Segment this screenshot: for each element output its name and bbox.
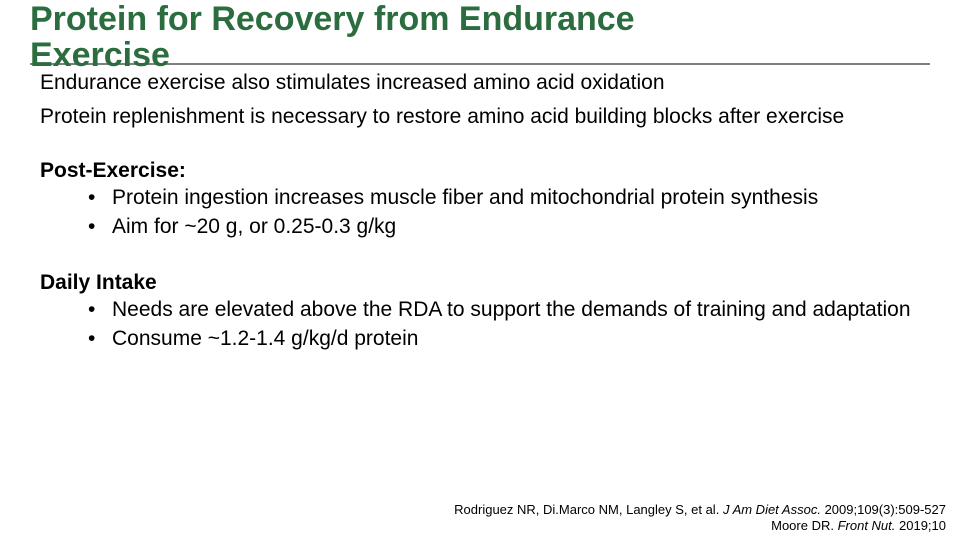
slide-title: Protein for Recovery from Endurance Exer…	[30, 0, 930, 73]
citation-text: 2019;10	[895, 518, 946, 533]
slide-body: Endurance exercise also stimulates incre…	[0, 65, 960, 353]
citation-text: Rodriguez NR, Di.Marco NM, Langley S, et…	[454, 502, 723, 517]
intro-paragraph-1: Endurance exercise also stimulates incre…	[40, 71, 920, 95]
intro-paragraph-2: Protein replenishment is necessary to re…	[40, 105, 920, 129]
section-heading: Post-Exercise:	[40, 159, 920, 183]
list-item: Aim for ~20 g, or 0.25-0.3 g/kg	[112, 214, 920, 241]
list-item: Protein ingestion increases muscle fiber…	[112, 185, 920, 212]
citation-line-1: Rodriguez NR, Di.Marco NM, Langley S, et…	[454, 502, 946, 518]
citation-footer: Rodriguez NR, Di.Marco NM, Langley S, et…	[454, 502, 946, 535]
slide-title-line1: Protein for Recovery from Endurance	[30, 2, 930, 38]
section-post-exercise: Post-Exercise: Protein ingestion increas…	[40, 159, 920, 241]
section-daily-intake: Daily Intake Needs are elevated above th…	[40, 271, 920, 353]
section-heading: Daily Intake	[40, 271, 920, 295]
list-item: Consume ~1.2-1.4 g/kg/d protein	[112, 326, 920, 353]
citation-text: 2009;109(3):509-527	[821, 502, 946, 517]
citation-journal: Front Nut.	[838, 518, 896, 533]
list-item: Needs are elevated above the RDA to supp…	[112, 297, 920, 324]
citation-line-2: Moore DR. Front Nut. 2019;10	[454, 518, 946, 534]
citation-journal: J Am Diet Assoc.	[723, 502, 821, 517]
citation-text: Moore DR.	[771, 518, 837, 533]
